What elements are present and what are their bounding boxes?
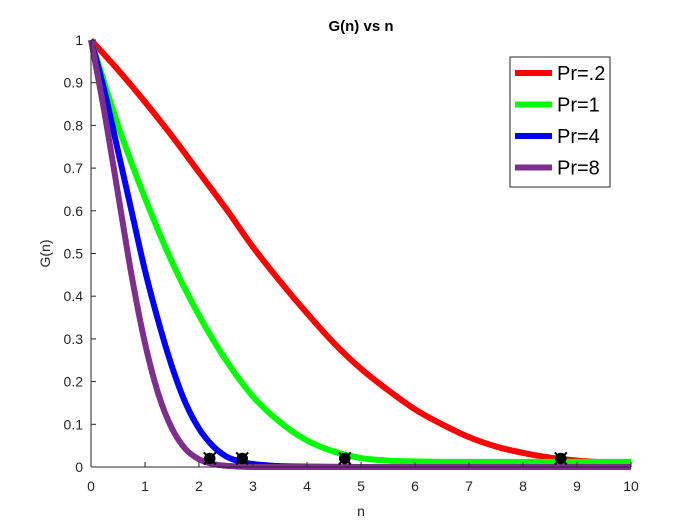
y-tick-label: 0.4 — [64, 288, 84, 304]
y-tick-label: 0.5 — [64, 246, 84, 262]
chart-title: G(n) vs n — [328, 18, 393, 35]
y-tick-label: 0.1 — [64, 416, 84, 432]
x-tick-label: 2 — [195, 478, 203, 494]
x-tick-label: 7 — [465, 478, 473, 494]
series-marker-4 — [203, 451, 217, 466]
x-tick-label: 4 — [303, 478, 311, 494]
series-marker-2 — [338, 451, 352, 466]
x-tick-label: 5 — [357, 478, 365, 494]
series-line-2 — [88, 39, 631, 465]
y-tick-label: 0.6 — [64, 203, 84, 219]
x-tick-label: 10 — [623, 478, 639, 494]
legend-entry-label: Pr=1 — [557, 95, 600, 117]
series-marker-1 — [554, 451, 568, 466]
x-axis-label: n — [357, 503, 365, 519]
legend-entry-label: Pr=.2 — [557, 63, 605, 85]
axes: 0 1 2 3 4 5 6 7 8 9 10 0 0.1 0.2 0.3 0.4 0.5 0.6 0.7 0.8 0.9… — [64, 32, 639, 494]
series-line-1 — [88, 37, 632, 467]
y-axis-label: G(n) — [37, 240, 53, 268]
y-tick-label: 0.7 — [64, 160, 84, 176]
y-tick-label: 0.9 — [64, 75, 84, 91]
series-marker-3 — [235, 451, 249, 466]
plot-area — [88, 37, 632, 471]
x-tick-label: 8 — [519, 478, 527, 494]
y-tick-label: 0 — [75, 459, 83, 475]
x-tick-label: 1 — [141, 478, 149, 494]
x-tick-label: 3 — [249, 478, 257, 494]
y-tick-label: 1 — [75, 32, 83, 48]
x-tick-label: 6 — [411, 478, 419, 494]
y-tick-label: 0.2 — [64, 374, 84, 390]
legend: Pr=.2 Pr=1 Pr=4 Pr=8 — [509, 56, 611, 188]
legend-entry-label: Pr=8 — [557, 158, 600, 180]
x-tick-label: 9 — [573, 478, 581, 494]
legend-entry-label: Pr=4 — [557, 126, 600, 148]
y-tick-label: 0.3 — [64, 331, 84, 347]
y-tick-label: 0.8 — [64, 117, 84, 133]
x-tick-label: 0 — [87, 478, 95, 494]
